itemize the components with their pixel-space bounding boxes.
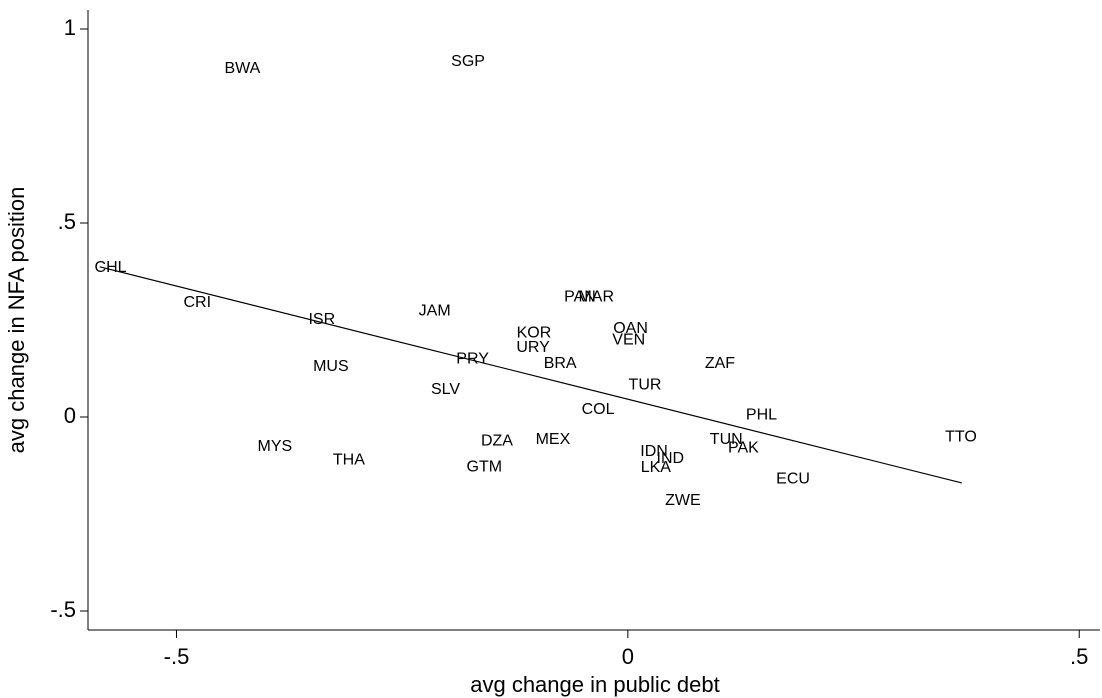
y-axis-title: avg change in NFA position bbox=[4, 187, 29, 454]
y-tick-label: 0 bbox=[64, 403, 76, 428]
x-tick-label: 0 bbox=[622, 644, 634, 669]
point-label: IDN bbox=[640, 443, 668, 460]
point-label: PHL bbox=[746, 406, 777, 423]
x-axis-title: avg change in public debt bbox=[470, 672, 720, 697]
point-label: PRY bbox=[456, 350, 489, 367]
point-label: BRA bbox=[544, 355, 577, 372]
y-tick-label: .5 bbox=[58, 209, 76, 234]
point-label: IND bbox=[657, 450, 685, 467]
point-label: URY bbox=[516, 339, 550, 356]
point-label: THA bbox=[333, 451, 365, 468]
point-label: PAN bbox=[564, 288, 596, 305]
fit-line bbox=[99, 266, 963, 484]
point-label: KOR bbox=[517, 324, 552, 341]
point-label: TUN bbox=[710, 431, 743, 448]
point-label: MEX bbox=[536, 431, 571, 448]
point-label: SGP bbox=[451, 53, 485, 70]
point-label: MYS bbox=[258, 438, 293, 455]
point-label: ECU bbox=[776, 470, 810, 487]
point-label: SLV bbox=[431, 381, 460, 398]
point-label: OAN bbox=[613, 320, 648, 337]
x-tick-label: -.5 bbox=[164, 644, 190, 669]
point-label: ZAF bbox=[705, 355, 735, 372]
point-label: LKA bbox=[641, 459, 672, 476]
point-label: CRI bbox=[183, 294, 211, 311]
point-label: GTM bbox=[467, 458, 503, 475]
point-label: ZWE bbox=[665, 492, 701, 509]
point-label: TUR bbox=[629, 376, 662, 393]
point-label: CHL bbox=[95, 259, 127, 276]
point-label: MAR bbox=[578, 288, 614, 305]
x-tick-label: .5 bbox=[1070, 644, 1088, 669]
point-label: MUS bbox=[313, 358, 349, 375]
y-tick-label: 1 bbox=[64, 15, 76, 40]
point-label: BWA bbox=[224, 60, 260, 77]
y-tick-label: -.5 bbox=[50, 597, 76, 622]
point-label: JAM bbox=[419, 302, 451, 319]
point-label: PAK bbox=[728, 439, 759, 456]
point-label: VEN bbox=[612, 331, 645, 348]
point-label: TTO bbox=[945, 428, 977, 445]
point-label: COL bbox=[582, 401, 615, 418]
point-label: DZA bbox=[481, 432, 513, 449]
